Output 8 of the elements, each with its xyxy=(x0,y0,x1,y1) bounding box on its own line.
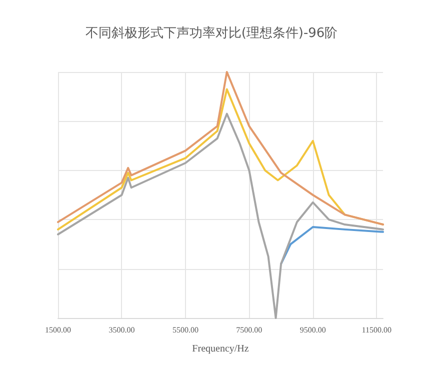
x-tick-label: 9500.00 xyxy=(300,326,326,334)
x-tick-label: 7500.00 xyxy=(236,326,262,334)
x-tick-label: 11500.00 xyxy=(362,326,392,334)
x-tick-label: 1500.00 xyxy=(45,326,71,334)
x-axis-title: Frequency/Hz xyxy=(192,344,250,354)
x-tick-label: 5500.00 xyxy=(172,326,198,334)
chart-title: 不同斜极形式下声功率对比(理想条件)-96阶 xyxy=(85,25,338,41)
x-tick-label: 3500.00 xyxy=(108,326,135,334)
